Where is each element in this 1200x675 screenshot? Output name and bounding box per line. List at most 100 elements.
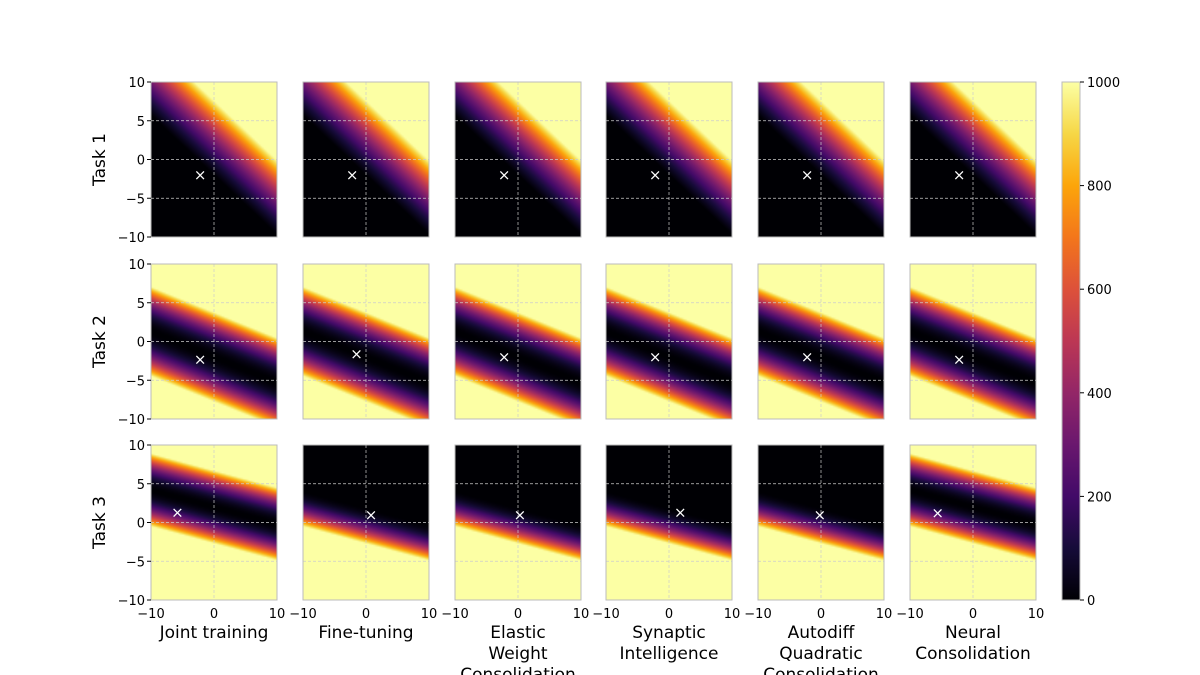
panel-frame <box>909 263 1037 420</box>
panel-r3-c5: × <box>757 444 885 601</box>
panel-r2-c1: × <box>150 263 278 420</box>
panel-frame <box>605 81 733 238</box>
optimum-marker: × <box>346 166 359 184</box>
optimum-marker: × <box>365 506 378 524</box>
column-label-line: Quadratic <box>779 644 863 664</box>
panel-frame <box>454 444 582 601</box>
panel-r3-c1: × <box>150 444 278 601</box>
y-tick-label: −10 <box>118 413 145 428</box>
optimum-marker: × <box>649 166 662 184</box>
column-label-line: Consolidation <box>915 644 1031 664</box>
colorbar-tick-label: 0 <box>1087 594 1095 609</box>
y-tick-label: 10 <box>128 439 145 454</box>
panel-r3-c4: × <box>605 444 733 601</box>
y-tick-label: 0 <box>137 517 145 532</box>
column-label-1: Joint training <box>159 623 269 643</box>
colorbar-tick-label: 200 <box>1087 490 1112 505</box>
optimum-marker: × <box>194 166 207 184</box>
column-label-line: Fine-tuning <box>318 623 413 643</box>
panel-r2-c6: × <box>909 263 1037 420</box>
colorbar-tick-label: 1000 <box>1087 76 1120 91</box>
row-label-task-3: Task 3 <box>90 496 110 550</box>
x-tick-label: 0 <box>210 607 218 622</box>
column-label-line: Synaptic <box>632 623 706 643</box>
panel-frame <box>757 263 885 420</box>
column-label-line: Consolidation <box>460 665 576 675</box>
optimum-marker: × <box>801 166 814 184</box>
panel-frame <box>302 444 430 601</box>
y-tick-label: −10 <box>118 594 145 609</box>
x-tick-label: 0 <box>514 607 522 622</box>
column-label-line: Neural <box>945 623 1001 643</box>
panel-r2-c2: × <box>302 263 430 420</box>
x-tick-label: 0 <box>817 607 825 622</box>
y-tick-label: 5 <box>137 115 145 130</box>
optimum-marker: × <box>801 348 814 366</box>
x-tick-label: 10 <box>724 607 741 622</box>
x-tick-label: −10 <box>592 607 619 622</box>
optimum-marker: × <box>813 506 826 524</box>
panel-frame <box>302 81 430 238</box>
x-tick-label: −10 <box>289 607 316 622</box>
panel-r2-c5: × <box>757 263 885 420</box>
panel-r1-c6: × <box>909 81 1037 238</box>
panel-frame <box>757 444 885 601</box>
x-tick-label: −10 <box>744 607 771 622</box>
colorbar <box>1061 81 1081 601</box>
y-tick-label: 0 <box>137 336 145 351</box>
optimum-marker: × <box>194 350 207 368</box>
column-label-4: Synaptic Intelligence <box>620 623 719 664</box>
optimum-marker: × <box>953 166 966 184</box>
optimum-marker: × <box>350 345 363 363</box>
y-tick-label: −5 <box>126 192 145 207</box>
column-label-line: Consolidation <box>763 665 879 675</box>
column-label-line: Intelligence <box>620 644 719 664</box>
panel-frame <box>909 81 1037 238</box>
panel-frame <box>605 444 733 601</box>
optimum-marker: × <box>674 503 687 521</box>
optimum-marker: × <box>171 503 184 521</box>
y-tick-label: 5 <box>137 297 145 312</box>
y-tick-label: 10 <box>128 258 145 273</box>
panel-r3-c2: × <box>302 444 430 601</box>
x-tick-label: 0 <box>969 607 977 622</box>
y-tick-label: −5 <box>126 555 145 570</box>
row-label-task-2: Task 2 <box>90 315 110 369</box>
x-tick-label: −10 <box>137 607 164 622</box>
panel-r1-c1: × <box>150 81 278 238</box>
panel-r1-c2: × <box>302 81 430 238</box>
column-label-3: Elastic Weight Consolidation <box>460 623 576 675</box>
panel-frame <box>302 263 430 420</box>
panel-r3-c6: × <box>909 444 1037 601</box>
x-tick-label: 0 <box>362 607 370 622</box>
panel-r2-c3: × <box>454 263 582 420</box>
column-label-line: Weight <box>488 644 548 664</box>
colorbar-tick-label: 800 <box>1087 180 1112 195</box>
panel-frame <box>757 81 885 238</box>
optimum-marker: × <box>514 506 527 524</box>
y-tick-label: 10 <box>128 76 145 91</box>
panel-r2-c4: × <box>605 263 733 420</box>
optimum-marker: × <box>649 348 662 366</box>
column-label-6: Neural Consolidation <box>915 623 1031 664</box>
y-tick-label: 5 <box>137 478 145 493</box>
x-tick-label: 10 <box>573 607 590 622</box>
optimum-marker: × <box>498 166 511 184</box>
row-label-task-1: Task 1 <box>90 133 110 187</box>
y-tick-label: −10 <box>118 231 145 246</box>
optimum-marker: × <box>953 350 966 368</box>
optimum-marker: × <box>931 504 944 522</box>
panel-frame <box>454 263 582 420</box>
x-tick-label: 0 <box>665 607 673 622</box>
panel-r3-c3: × <box>454 444 582 601</box>
column-label-line: Joint training <box>159 623 269 643</box>
panel-frame <box>909 444 1037 601</box>
colorbar-tick-label: 600 <box>1087 283 1112 298</box>
column-label-line: Elastic <box>490 623 545 643</box>
x-tick-label: 10 <box>876 607 893 622</box>
x-tick-label: 10 <box>421 607 438 622</box>
x-tick-label: −10 <box>441 607 468 622</box>
column-label-line: Autodiff <box>788 623 856 643</box>
y-tick-label: −5 <box>126 374 145 389</box>
